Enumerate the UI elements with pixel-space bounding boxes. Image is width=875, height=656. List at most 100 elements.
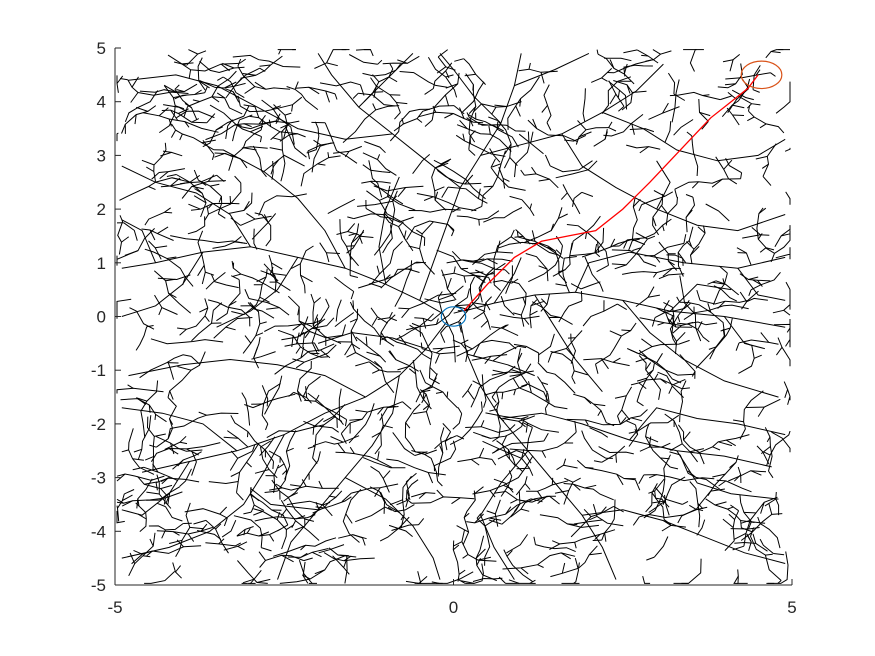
- tree-twig: [510, 495, 550, 518]
- tree-twig: [442, 272, 489, 278]
- tree-twig: [253, 508, 287, 550]
- tree-twig: [292, 358, 305, 363]
- tree-twig: [120, 398, 167, 423]
- tree-twig: [646, 556, 655, 561]
- tree-twig: [746, 534, 752, 552]
- tree-twig: [312, 314, 319, 326]
- tree-twig: [465, 73, 477, 134]
- tree-twig: [672, 325, 682, 334]
- tree-twig: [550, 545, 598, 578]
- tree-twig: [220, 63, 230, 72]
- tree-twig: [136, 106, 148, 112]
- tree-twig: [325, 298, 330, 307]
- tree-twig: [435, 347, 444, 354]
- tree-twig: [232, 119, 241, 142]
- tree-twig: [689, 481, 701, 528]
- tree-twig: [394, 260, 413, 307]
- tree-twig: [632, 198, 641, 208]
- tree-twig: [155, 245, 168, 249]
- tree-twig: [493, 478, 514, 493]
- tree-twig: [146, 325, 154, 328]
- tree-twig: [441, 186, 449, 198]
- tree-twig: [452, 541, 463, 547]
- tree-twig: [718, 441, 733, 447]
- tree-twig: [653, 190, 666, 197]
- tree-twig: [676, 296, 681, 303]
- tree-twig: [360, 235, 374, 238]
- tree-twig: [733, 474, 742, 482]
- tree-twig: [690, 246, 700, 256]
- tree-twig: [449, 401, 483, 446]
- tree-twig: [516, 231, 519, 238]
- tree-twig: [510, 236, 522, 244]
- tree-twig: [674, 178, 741, 190]
- tree-twig: [170, 123, 214, 151]
- tree-twig: [657, 322, 665, 326]
- tree-twig: [281, 554, 294, 563]
- tree-twig: [252, 393, 296, 409]
- tree-twig: [775, 491, 780, 516]
- tree-twig: [611, 263, 627, 266]
- tree-twig: [520, 567, 529, 575]
- tree-twig: [395, 63, 402, 71]
- tree-twig: [518, 68, 558, 73]
- tree-twig: [370, 77, 401, 113]
- tree-twig: [386, 336, 432, 360]
- tree-twig: [733, 419, 744, 423]
- tree-twig: [609, 330, 622, 337]
- tree-twig: [272, 461, 274, 470]
- tree-twig: [748, 276, 759, 280]
- tree-twig: [320, 349, 331, 359]
- tree-twig: [312, 425, 315, 435]
- tree-twig: [358, 240, 403, 289]
- tree-twig: [326, 317, 335, 326]
- tree-twig: [601, 77, 608, 82]
- tree-twig: [376, 265, 380, 275]
- tree-twig: [411, 492, 436, 498]
- tree-twig: [662, 225, 665, 232]
- tree-twig: [747, 116, 755, 122]
- tree-twig: [444, 431, 452, 451]
- tree-twig: [526, 427, 533, 452]
- tree-twig: [258, 551, 266, 561]
- tree-twig: [209, 104, 262, 138]
- tree-twig: [446, 258, 513, 264]
- tree-twig: [725, 157, 742, 174]
- tree-twig: [227, 430, 249, 448]
- tree-twig: [377, 451, 380, 461]
- tree-branch-38: [250, 487, 319, 511]
- tree-twig: [654, 487, 683, 505]
- tree-twig: [280, 124, 288, 129]
- tree-twig: [582, 88, 586, 122]
- tree-twig: [593, 403, 606, 407]
- tree-twig: [575, 127, 617, 145]
- tree-twig: [572, 191, 583, 207]
- tree-twig: [645, 363, 662, 400]
- tree-twig: [481, 101, 522, 108]
- tree-twig: [707, 303, 712, 313]
- tree-twig: [124, 489, 135, 495]
- tree-twig: [475, 535, 497, 582]
- tree-twig: [413, 411, 427, 415]
- tree-twig: [330, 436, 344, 443]
- tree-twig: [420, 342, 423, 349]
- tree-twig: [315, 394, 320, 402]
- tree-twig: [224, 81, 237, 89]
- tree-twig: [230, 217, 241, 226]
- tree-twig: [116, 491, 183, 504]
- tree-twig: [133, 448, 142, 453]
- tree-twig: [157, 226, 169, 235]
- tree-twig: [153, 270, 192, 314]
- tree-twig: [148, 404, 151, 413]
- tree-twig: [491, 106, 497, 115]
- tree-twig: [379, 314, 396, 345]
- tree-twig: [601, 445, 626, 463]
- tree-twig: [635, 286, 655, 307]
- tree-branches: [116, 49, 791, 584]
- tree-twig: [139, 83, 198, 93]
- tree-twig: [457, 578, 466, 584]
- tree-twig: [259, 136, 262, 143]
- tree-twig: [342, 488, 362, 543]
- tree-twig: [549, 529, 616, 551]
- tree-twig: [543, 84, 552, 123]
